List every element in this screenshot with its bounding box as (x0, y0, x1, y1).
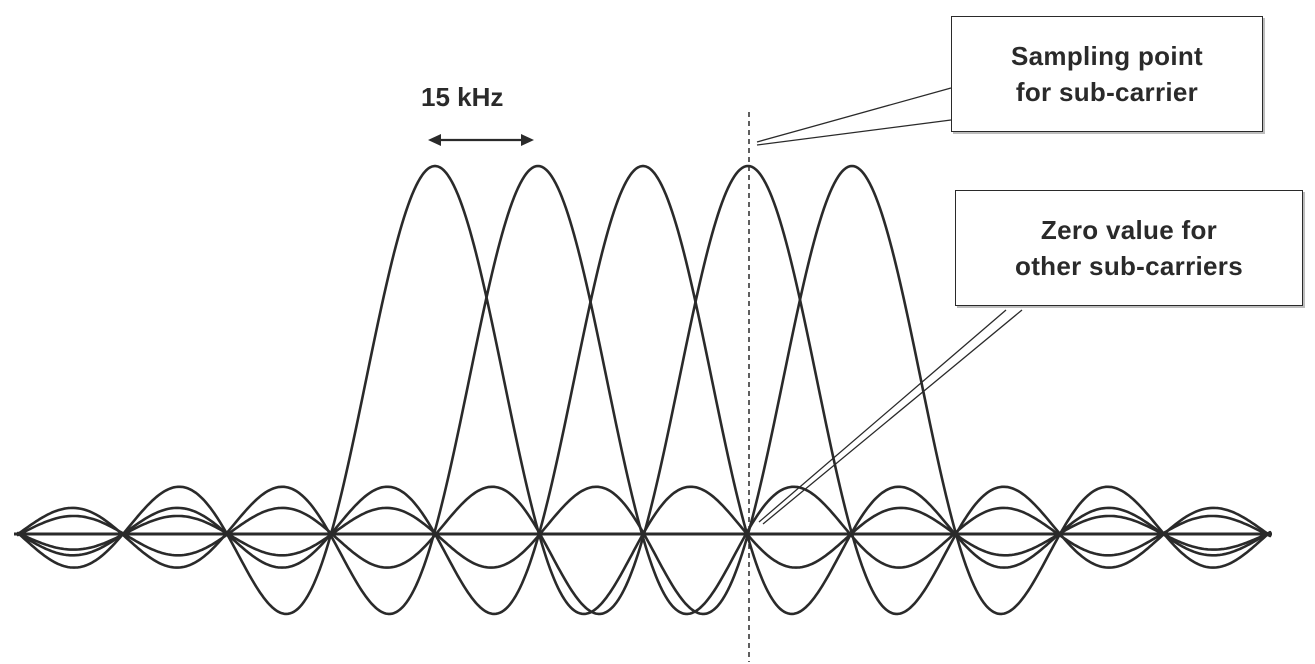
spacing-arrow (428, 134, 534, 146)
subcarrier-spacing-label: 15 kHz (421, 82, 504, 112)
sampling-point-callout: Sampling point for sub-carrier (951, 16, 1263, 132)
zero-value-callout: Zero value for other sub-carriers (955, 190, 1303, 306)
zero-leader-lines (758, 309, 1023, 525)
sampling-callout-line-1: Sampling point (1011, 41, 1203, 71)
zero-callout-line-1: Zero value for (1040, 215, 1218, 245)
zero-callout-line-2: other sub-carriers (1015, 251, 1243, 281)
sampling-leader-lines (756, 87, 952, 146)
sampling-callout-line-2: for sub-carrier (1015, 77, 1199, 107)
